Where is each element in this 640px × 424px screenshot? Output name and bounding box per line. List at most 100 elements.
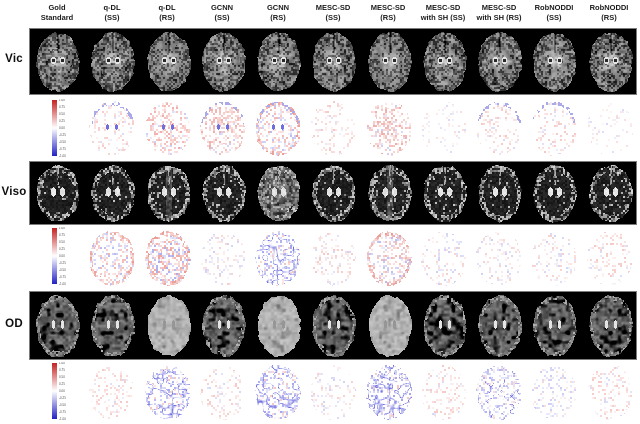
column-header-mescsd-sh-ss: MESC-SD with SH (SS) [413,3,473,23]
vic-brain-mescsd-ss [306,29,361,94]
viso-brain-strip [29,161,637,225]
column-header-mescsd-ss: MESC-SD (SS) [303,3,363,23]
viso-diffmap-qdl-ss [84,227,139,289]
viso-brain-gcnn-rs [251,162,306,224]
column-header-line2: (SS) [104,13,120,23]
vic-brain-gcnn-ss [196,29,251,94]
od-brain-robnoddi-ss [527,292,582,359]
column-header-line1: MESC-SD [370,3,406,12]
viso-diffmap-gcnn-ss [195,227,250,289]
column-header-mescsd-rs: MESC-SD (RS) [358,3,418,23]
od-diff-colorbar [49,362,75,422]
column-header-gcnn-ss: GCNN (SS) [192,3,252,23]
vic-brain-qdl-ss [85,29,140,94]
od-brain-mescsd-sh-rs [472,292,527,359]
od-brain-gcnn-ss [196,292,251,359]
column-header-line2: Standard [40,13,74,23]
vic-brain-robnoddi-ss [527,29,582,94]
column-header-robnoddi-ss: RobNODDI (SS) [524,3,584,23]
column-header-line1: RobNODDI [589,3,629,12]
od-diffmap-mescsd-sh-ss [416,361,471,423]
column-header-line2: (SS) [214,13,230,23]
vic-diffmap-robnoddi-ss [526,97,581,159]
viso-diffmap-mescsd-sh-rs [471,227,526,289]
viso-brain-mescsd-rs [362,162,417,224]
vic-brain-gcnn-rs [251,29,306,94]
vic-diffmap-gcnn-rs [250,97,305,159]
column-header-mescsd-sh-rs: MESC-SD with SH (RS) [469,3,529,23]
column-header-line1: GCNN [210,3,234,12]
column-header-line2: (SS) [325,13,341,23]
vic-diffmap-gcnn-ss [195,97,250,159]
od-brain-qdl-rs [141,292,196,359]
vic-brain-mescsd-rs [362,29,417,94]
column-header-line1: Gold [48,3,66,12]
od-diffmap-robnoddi-ss [526,361,581,423]
viso-diffmap-mescsd-sh-ss [416,227,471,289]
row-label-od: OD [5,318,23,330]
vic-brain-strip [29,28,637,95]
column-header-line1: MESC-SD [315,3,351,12]
column-header-robnoddi-rs: RobNODDI (RS) [579,3,639,23]
column-header-line2: with SH (RS) [476,13,522,23]
vic-diffmap-qdl-rs [140,97,195,159]
viso-brain-qdl-ss [85,162,140,224]
viso-brain-robnoddi-ss [527,162,582,224]
od-diffmap-gcnn-rs [250,361,305,423]
column-header-line1: GCNN [266,3,290,12]
od-brain-mescsd-ss [306,292,361,359]
row-label-vic: Vic [5,53,23,65]
column-header-line2: (RS) [601,13,617,23]
od-brain-robnoddi-rs [583,292,636,359]
viso-brain-gold-standard [30,162,85,224]
column-header-line2: (SS) [546,13,562,23]
od-brain-gold-standard [30,292,85,359]
column-header-line2: (RS) [270,13,286,23]
vic-diff-colorbar [49,99,75,159]
od-diffmap-gcnn-ss [195,361,250,423]
viso-diffmap-mescsd-rs [361,227,416,289]
vic-diffmap-qdl-ss [84,97,139,159]
viso-diffmap-qdl-rs [140,227,195,289]
vic-brain-robnoddi-rs [583,29,636,94]
viso-diffmap-robnoddi-rs [582,227,637,289]
od-brain-mescsd-sh-ss [417,292,472,359]
viso-brain-robnoddi-rs [583,162,636,224]
od-brain-qdl-ss [85,292,140,359]
column-header-line1: MESC-SD [481,3,517,12]
od-brain-gcnn-rs [251,292,306,359]
vic-brain-mescsd-sh-ss [417,29,472,94]
viso-brain-qdl-rs [141,162,196,224]
column-header-line1: q-DL [158,3,176,12]
column-header-line2: (RS) [159,13,175,23]
viso-brain-mescsd-sh-rs [472,162,527,224]
vic-diffmap-mescsd-sh-rs [471,97,526,159]
viso-diffmap-gcnn-rs [250,227,305,289]
od-diffmap-mescsd-rs [361,361,416,423]
column-header-line2: with SH (SS) [420,13,466,23]
column-header-gold-standard: Gold Standard [27,3,87,23]
viso-diffmap-robnoddi-ss [526,227,581,289]
vic-brain-mescsd-sh-rs [472,29,527,94]
column-header-line1: q-DL [103,3,121,12]
vic-diffmap-robnoddi-rs [582,97,637,159]
od-brain-mescsd-rs [362,292,417,359]
od-brain-strip [29,291,637,360]
viso-diff-colorbar [49,227,75,287]
vic-brain-qdl-rs [141,29,196,94]
od-diffmap-mescsd-ss [305,361,360,423]
column-header-qdl-ss: q-DL (SS) [82,3,142,23]
viso-brain-mescsd-ss [306,162,361,224]
viso-brain-mescsd-sh-ss [417,162,472,224]
vic-diffmap-mescsd-ss [305,97,360,159]
od-diffmap-qdl-rs [140,361,195,423]
viso-diffmap-mescsd-ss [305,227,360,289]
column-header-line1: RobNODDI [534,3,574,12]
vic-diffmap-mescsd-sh-ss [416,97,471,159]
od-diffmap-qdl-ss [84,361,139,423]
od-diffmap-robnoddi-rs [582,361,637,423]
vic-brain-gold-standard [30,29,85,94]
column-header-gcnn-rs: GCNN (RS) [248,3,308,23]
row-label-viso: Viso [1,186,27,198]
